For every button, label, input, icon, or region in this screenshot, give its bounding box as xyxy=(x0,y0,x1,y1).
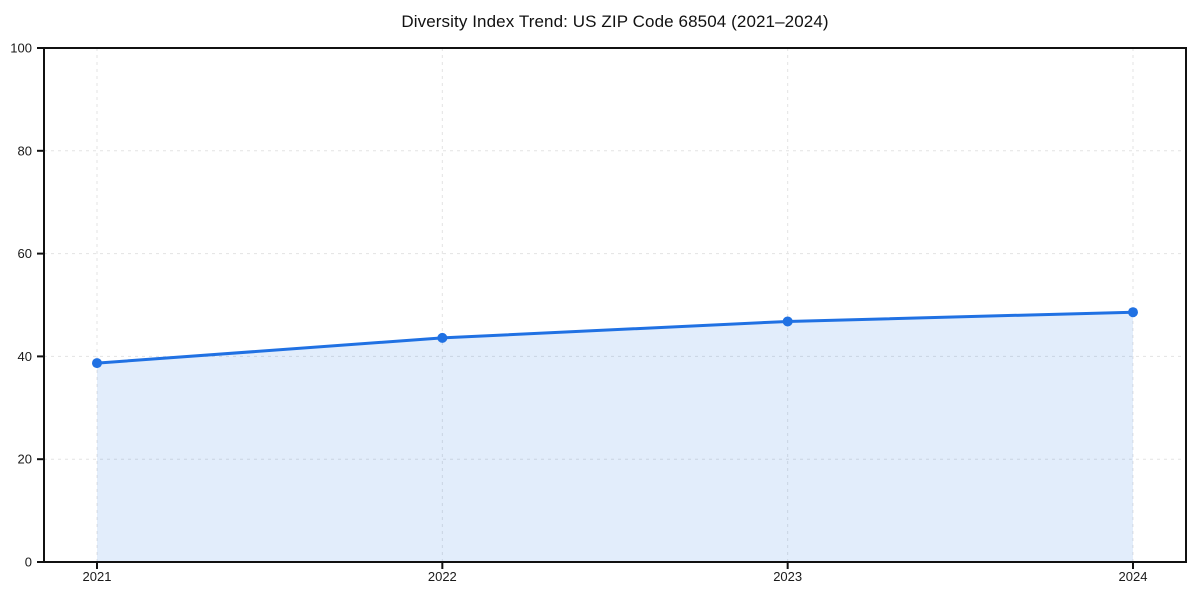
area-fill xyxy=(97,312,1133,562)
x-axis-tick-label: 2021 xyxy=(83,569,112,584)
x-axis-tick-label: 2023 xyxy=(773,569,802,584)
data-point-marker xyxy=(782,316,793,327)
y-axis-tick-label: 20 xyxy=(18,452,32,467)
data-point-marker xyxy=(92,358,102,369)
y-axis-tick-label: 80 xyxy=(18,143,32,158)
x-axis-tick-label: 2022 xyxy=(428,569,457,584)
data-point-marker xyxy=(437,332,448,343)
y-axis-tick-label: 100 xyxy=(10,41,32,56)
y-axis-tick-label: 0 xyxy=(25,555,32,570)
chart-title: Diversity Index Trend: US ZIP Code 68504… xyxy=(401,12,829,31)
y-axis-tick-label: 40 xyxy=(18,349,32,364)
y-axis-tick-label: 60 xyxy=(18,246,32,261)
trend-line xyxy=(95,310,1135,365)
data-point-marker xyxy=(1128,307,1138,318)
plot-border xyxy=(43,47,1187,563)
x-axis-tick-label: 2024 xyxy=(1119,569,1148,584)
